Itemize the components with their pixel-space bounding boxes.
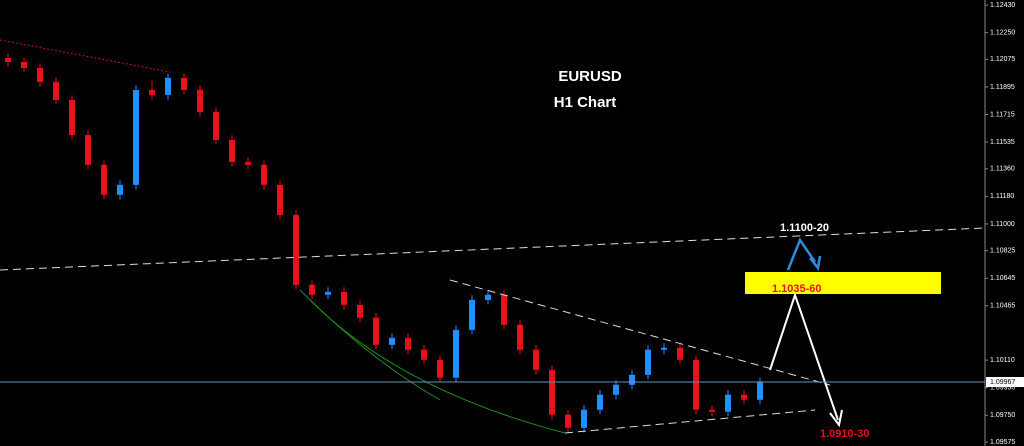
candle-body <box>693 359 699 410</box>
arrow-head <box>809 255 822 271</box>
candle-body <box>197 89 203 112</box>
candle-body <box>709 409 715 412</box>
candle-body <box>5 58 11 62</box>
candle-body <box>181 77 187 90</box>
candle-body <box>133 89 139 185</box>
arrow-white <box>769 291 839 421</box>
candle-body <box>549 369 555 415</box>
candle-body <box>565 414 571 428</box>
candle-body <box>149 89 155 95</box>
y-tick-label: 1.11895 <box>990 84 1015 91</box>
y-tick-label: 1.10645 <box>990 275 1015 282</box>
candle-body <box>661 347 667 350</box>
candle-body <box>581 409 587 428</box>
y-tick-label: 1.12430 <box>990 2 1015 9</box>
trend-line <box>0 227 986 271</box>
candle-body <box>469 299 475 330</box>
candle-body <box>453 329 459 378</box>
candle-body <box>293 214 299 285</box>
candle-body <box>389 337 395 345</box>
candle-body <box>85 134 91 165</box>
y-tick-label: 1.10825 <box>990 248 1015 255</box>
target-zone <box>745 272 941 294</box>
candle-body <box>245 161 251 165</box>
chart-subtitle: H1 Chart <box>554 94 617 111</box>
candle-body <box>677 347 683 360</box>
candle-body <box>341 291 347 305</box>
last-price-label: 1.09967 <box>990 379 1015 386</box>
candle-body <box>261 164 267 185</box>
chart-title: EURUSD <box>558 68 622 85</box>
candle-body <box>117 184 123 195</box>
annotation: 1.1100-20 <box>780 222 829 234</box>
candle-body <box>597 394 603 410</box>
y-tick-label: 1.10110 <box>990 357 1015 364</box>
candle-body <box>21 61 27 68</box>
candle-body <box>69 99 75 135</box>
y-tick-label: 1.11000 <box>990 221 1015 228</box>
y-tick-label: 1.10465 <box>990 303 1015 310</box>
candle-body <box>213 111 219 140</box>
candle-body <box>437 359 443 378</box>
candle-body <box>645 349 651 375</box>
candle-body <box>501 294 507 325</box>
arrow-up-zigzag <box>786 237 817 271</box>
candle-body <box>229 139 235 162</box>
y-tick-label: 1.09930 <box>990 385 1015 392</box>
candle-body <box>277 184 283 215</box>
y-tick-label: 1.11535 <box>990 139 1015 146</box>
candle-body <box>53 81 59 100</box>
candle-body <box>357 304 363 318</box>
candle-body <box>533 349 539 370</box>
candle-body <box>421 349 427 360</box>
candle-body <box>725 394 731 412</box>
annotation: 1.1035-60 <box>772 283 822 295</box>
candle-body <box>373 317 379 345</box>
trend-line <box>449 279 831 386</box>
y-tick-label: 1.09575 <box>990 439 1015 446</box>
candle-body <box>165 77 171 95</box>
plot-area <box>5 53 763 433</box>
candle-body <box>629 374 635 385</box>
annotation: 1.0910-30 <box>820 428 870 440</box>
y-tick-label: 1.12075 <box>990 56 1015 63</box>
y-tick-label: 1.09750 <box>990 412 1015 419</box>
y-tick-label: 1.11715 <box>990 111 1015 118</box>
candle-body <box>485 294 491 300</box>
candle-body <box>37 67 43 82</box>
candle-body <box>325 291 331 295</box>
trend-line <box>564 409 816 434</box>
trend-line <box>0 39 171 73</box>
candle-body <box>757 382 763 400</box>
candle-body <box>309 284 315 295</box>
y-tick-label: 1.12250 <box>990 29 1015 36</box>
candle-body <box>741 394 747 400</box>
candle-body <box>101 164 107 195</box>
candle-body <box>405 337 411 350</box>
y-tick-label: 1.11180 <box>990 193 1014 200</box>
y-tick-label: 1.11360 <box>990 166 1015 173</box>
trend-curve <box>309 299 566 434</box>
arrow-head <box>829 409 843 428</box>
candle-body <box>517 324 523 350</box>
candle-body <box>613 384 619 395</box>
last-price-box <box>986 377 1024 388</box>
